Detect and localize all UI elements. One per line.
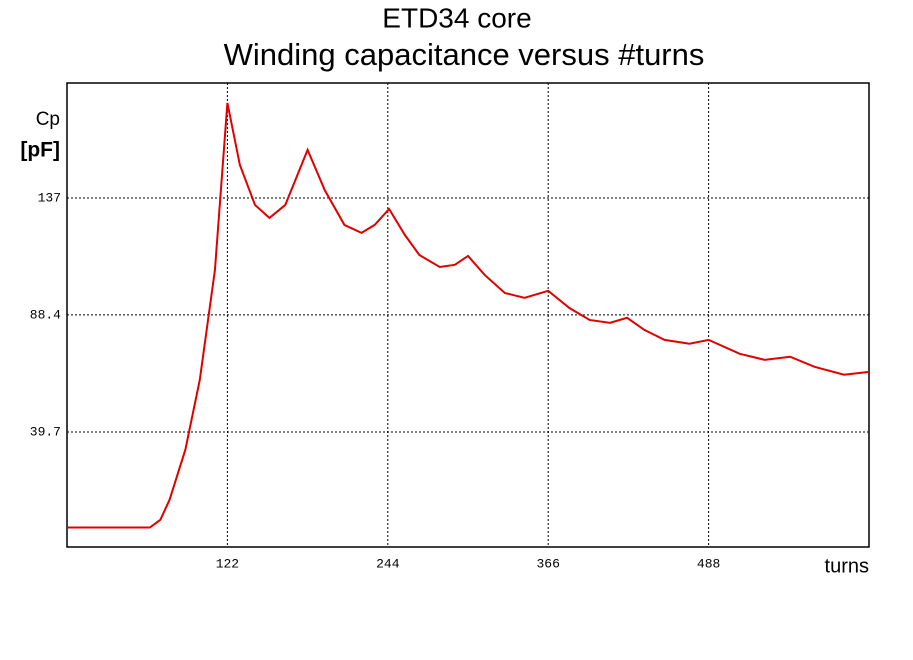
chart-subtitle: Winding capacitance versus #turns (224, 37, 705, 72)
y-tick-label: 137 (38, 190, 61, 205)
y-unit: [pF] (20, 139, 60, 162)
x-tick-label: 122 (216, 556, 239, 571)
x-tick-label: 244 (376, 556, 400, 571)
y-label: Cp (36, 109, 60, 130)
x-label: turns (825, 555, 869, 577)
data-line (67, 102, 870, 529)
y-tick-label: 39.7 (30, 424, 61, 439)
x-tick-label: 488 (697, 556, 720, 571)
y-tick-label: 88.4 (30, 307, 61, 322)
x-tick-label: 366 (536, 556, 559, 571)
chart-title: ETD34 core (382, 2, 531, 33)
